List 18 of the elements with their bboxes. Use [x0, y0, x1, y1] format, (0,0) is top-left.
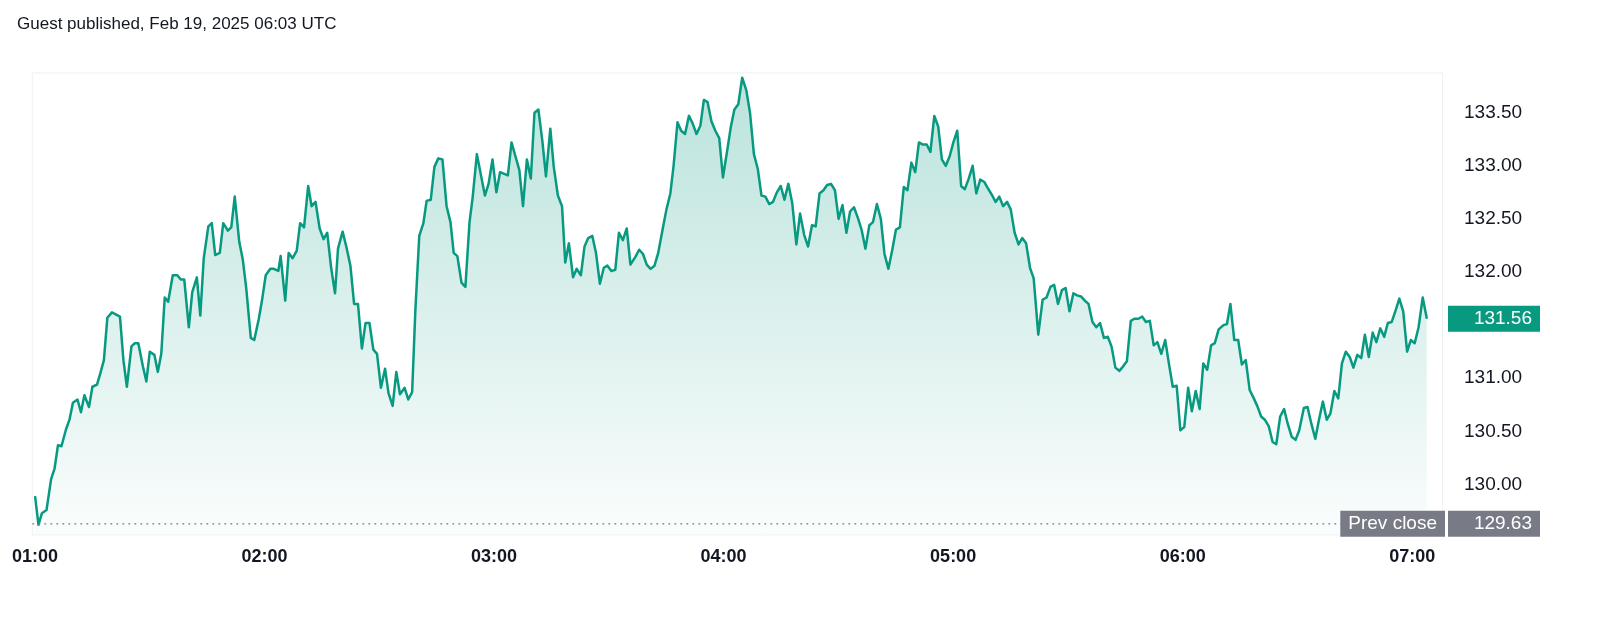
x-tick-label: 03:00: [471, 546, 518, 567]
y-tick-label: 130.50: [1464, 419, 1523, 441]
y-tick-label: 133.00: [1464, 154, 1523, 176]
x-tick-label: 07:00: [1389, 546, 1436, 567]
chart-title: Guest published, Feb 19, 2025 06:03 UTC: [17, 14, 337, 34]
ref-line-label: Prev close: [1348, 512, 1437, 534]
y-tick-label: 131.00: [1464, 366, 1523, 388]
text: 129.63: [1473, 512, 1532, 534]
x-tick-label: 01:00: [12, 546, 59, 567]
x-tick-label: 06:00: [1159, 546, 1206, 567]
x-tick-label: 02:00: [241, 546, 288, 567]
text: 131.56: [1473, 307, 1532, 329]
y-tick-label: 133.50: [1464, 100, 1523, 122]
x-tick-label: 04:00: [700, 546, 747, 567]
y-tick-label: 132.00: [1464, 260, 1523, 282]
x-tick-label: 05:00: [930, 546, 977, 567]
y-tick-label: 132.50: [1464, 207, 1523, 229]
y-tick-label: 130.00: [1464, 472, 1523, 494]
